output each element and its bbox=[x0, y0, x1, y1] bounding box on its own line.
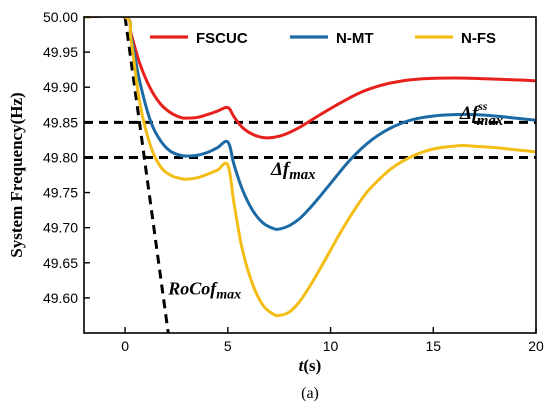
legend-label-n-fs: N-FS bbox=[461, 30, 496, 47]
series-line-n-fs bbox=[84, 17, 536, 318]
y-tick-label: 50.00 bbox=[43, 9, 78, 25]
y-tick-label: 49.75 bbox=[43, 185, 78, 201]
x-tick-label: 0 bbox=[121, 338, 129, 354]
series-lines bbox=[84, 17, 536, 318]
rocof-max-annotation: RoCofmax bbox=[167, 278, 241, 302]
plot-frame bbox=[83, 16, 537, 334]
y-tick-label: 49.95 bbox=[43, 44, 78, 60]
annotations: RoCofmax Δfmax Δfss max bbox=[167, 100, 503, 303]
x-axis-title-var: t bbox=[299, 356, 305, 375]
y-axis-title: System Frequency(Hz) bbox=[7, 92, 26, 257]
y-tick-label: 49.70 bbox=[43, 220, 78, 236]
x-axis-title-unit: (s) bbox=[303, 356, 321, 375]
legend: FSCUC N-MT N-FS bbox=[150, 30, 496, 47]
x-axis-ticks: 0 5 10 15 20 bbox=[121, 327, 544, 354]
reference-line-2 bbox=[123, 17, 170, 333]
legend-label-n-mt: N-MT bbox=[336, 30, 374, 47]
y-tick-label: 49.60 bbox=[43, 290, 78, 306]
delta-f-max-annotation: Δfmax bbox=[270, 159, 316, 183]
series-line-n-mt bbox=[84, 17, 536, 231]
x-tick-label: 10 bbox=[323, 338, 339, 354]
y-axis-ticks: 50.00 49.95 49.90 49.85 49.80 49.75 49.70 49.65… bbox=[43, 9, 90, 306]
figure-caption: (a) bbox=[301, 385, 319, 402]
legend-label-fscuc: FSCUC bbox=[196, 30, 248, 47]
y-tick-label: 49.65 bbox=[43, 255, 78, 271]
x-tick-label: 15 bbox=[425, 338, 441, 354]
delta-f-ss-annotation: Δfss max bbox=[459, 100, 504, 129]
x-tick-label: 5 bbox=[224, 338, 232, 354]
y-tick-label: 49.90 bbox=[43, 79, 78, 95]
x-tick-label: 20 bbox=[528, 338, 544, 354]
y-tick-label: 49.80 bbox=[43, 149, 78, 165]
x-axis-title: t(s) bbox=[299, 356, 322, 375]
y-tick-label: 49.85 bbox=[43, 114, 78, 130]
series-line-fscuc bbox=[84, 17, 536, 140]
